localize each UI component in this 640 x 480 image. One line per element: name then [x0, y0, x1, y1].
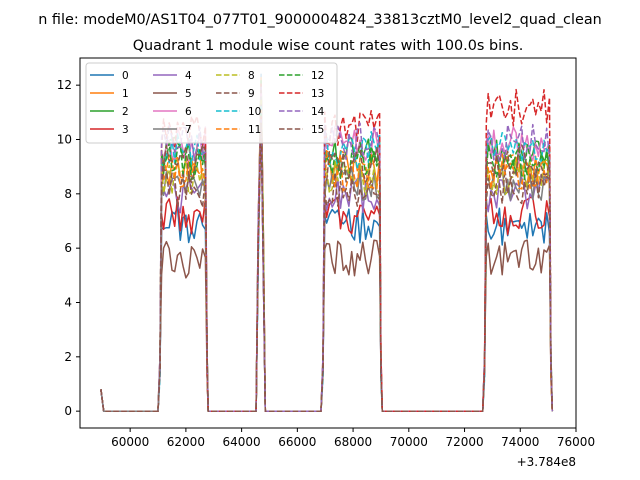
legend-label-14: 14: [311, 106, 325, 118]
legend-label-7: 7: [185, 124, 192, 136]
series-line-8: [100, 99, 554, 412]
figure-suptitle: n file: modeM0/AS1T04_077T01_9000004824_…: [38, 12, 602, 28]
legend-label-3: 3: [122, 124, 129, 136]
x-tick-label: 74000: [501, 435, 539, 449]
x-tick-label: 62000: [167, 435, 205, 449]
legend-label-0: 0: [122, 70, 129, 82]
x-axis-offset-label: +3.784e8: [517, 455, 576, 469]
legend-label-9: 9: [248, 88, 255, 100]
legend-label-11: 11: [248, 124, 261, 136]
series-line-14: [100, 119, 554, 412]
y-axis: 0 2 4 6 8 10 12: [57, 78, 80, 418]
series-line-12: [100, 112, 554, 412]
legend-label-12: 12: [311, 70, 324, 82]
y-tick-label: 6: [64, 241, 72, 255]
legend-label-4: 4: [185, 70, 192, 82]
x-axis: 60000 62000 64000 66000 68000 70000 72000 74000…: [111, 428, 595, 449]
x-tick-label: 70000: [390, 435, 428, 449]
x-tick-label: 76000: [557, 435, 595, 449]
legend-frame: [85, 62, 338, 144]
series-line-9: [100, 102, 554, 412]
series-line-5: [100, 89, 554, 412]
series-line-3: [100, 83, 554, 412]
y-tick-label: 0: [64, 404, 72, 418]
chart-title: Quadrant 1 module wise count rates with …: [133, 38, 524, 54]
legend-label-8: 8: [248, 70, 255, 82]
x-tick-label: 72000: [445, 435, 483, 449]
plot-area-frame: [79, 57, 577, 429]
series-line-15: [100, 122, 554, 412]
legend-label-2: 2: [122, 106, 129, 118]
series-line-0: [100, 73, 554, 412]
legend-label-10: 10: [248, 106, 261, 118]
legend-label-5: 5: [185, 88, 192, 100]
x-tick-label: 60000: [111, 435, 149, 449]
legend-label-6: 6: [185, 106, 192, 118]
x-tick-label: 64000: [223, 435, 261, 449]
legend-label-15: 15: [311, 124, 324, 136]
y-tick-label: 8: [64, 187, 72, 201]
y-tick-label: 2: [64, 350, 72, 364]
legend-label-1: 1: [122, 88, 129, 100]
y-tick-label: 4: [64, 295, 72, 309]
legend-label-13: 13: [311, 88, 324, 100]
x-tick-label: 68000: [334, 435, 372, 449]
y-tick-label: 12: [57, 78, 72, 92]
x-tick-label: 66000: [278, 435, 316, 449]
y-tick-label: 10: [57, 132, 72, 146]
series-lines: [100, 73, 554, 412]
